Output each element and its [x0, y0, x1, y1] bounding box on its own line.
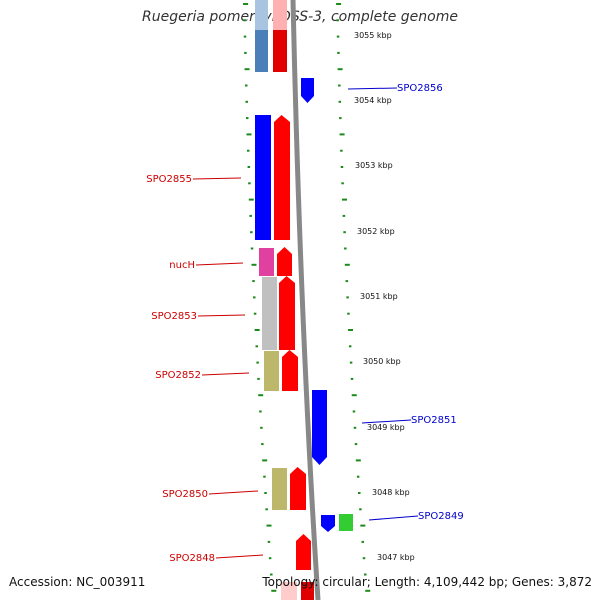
gene-arrow-spo2850[interactable]	[290, 467, 306, 510]
gene-labels: SPO2856 SPO2855 nucH SPO2853 SPO2852 SPO…	[146, 83, 463, 564]
topology-text: Topology: circular; Length: 4,109,442 bp…	[262, 575, 592, 589]
gene-arrow-spo2855[interactable]	[274, 115, 290, 240]
gene-block-spo2852-cds[interactable]	[264, 351, 279, 391]
genome-backbone	[290, 0, 321, 600]
gene-block-spo2855-cds[interactable]	[255, 115, 271, 240]
gene-arrow-nuch[interactable]	[277, 247, 292, 276]
feature-block-top-left-light	[255, 0, 268, 30]
gene-label-spo2856[interactable]: SPO2856	[397, 83, 443, 94]
gene-label-spo2851[interactable]: SPO2851	[411, 415, 457, 426]
feature-block-top-left	[255, 30, 268, 72]
leader-line-spo2848	[215, 554, 264, 559]
accession-text: Accession: NC_003911	[9, 575, 146, 589]
gene-arrow-spo2852[interactable]	[282, 350, 298, 391]
scale-tick-label: 3055 kbp	[354, 31, 392, 40]
leader-line-spo2855	[192, 177, 242, 180]
gene-arrow-spo2851[interactable]	[312, 390, 327, 465]
feature-block-top-right	[273, 30, 287, 72]
scale-labels: 3055 kbp 3054 kbp 3053 kbp 3052 kbp 3051…	[354, 31, 415, 562]
scale-tick-label: 3048 kbp	[372, 488, 410, 497]
scale-tick-label: 3054 kbp	[354, 96, 392, 105]
gene-block-spo2849-cds[interactable]	[339, 514, 353, 531]
gene-arrow-spo2848[interactable]	[296, 534, 311, 570]
leader-line-spo2849	[368, 515, 419, 521]
gene-label-spo2853[interactable]: SPO2853	[151, 311, 197, 322]
gene-label-spo2850[interactable]: SPO2850	[162, 489, 208, 500]
scale-tick-label: 3053 kbp	[355, 161, 393, 170]
gene-label-spo2855[interactable]: SPO2855	[146, 174, 192, 185]
scale-tick-label: 3052 kbp	[357, 227, 395, 236]
left-outline-ticks	[243, 3, 277, 592]
scale-tick-label: 3049 kbp	[367, 423, 405, 432]
gene-label-spo2849[interactable]: SPO2849	[418, 511, 464, 522]
gene-block-spo2853-cds[interactable]	[262, 277, 277, 350]
feature-block-bottom-left	[281, 582, 297, 600]
right-outline-ticks	[336, 3, 371, 592]
leader-line-spo2851	[361, 419, 412, 424]
gene-arrow-spo2853[interactable]	[279, 276, 295, 350]
feature-block-top-right-light	[273, 0, 287, 30]
leader-line-spo2850	[208, 490, 259, 495]
leader-line-nuch	[195, 262, 244, 266]
gene-block-spo2850-cds[interactable]	[272, 468, 287, 510]
scale-tick-label: 3050 kbp	[363, 357, 401, 366]
feature-block-bottom-right	[301, 582, 314, 600]
gene-arrow-spo2849-a[interactable]	[321, 515, 335, 532]
leader-line-spo2852	[201, 372, 250, 376]
genome-title: Ruegeria pomeroyi DSS-3, complete genome	[142, 9, 458, 25]
gene-label-nuch[interactable]: nucH	[169, 260, 195, 271]
gene-arrow-spo2856[interactable]	[301, 78, 314, 103]
gene-label-spo2848[interactable]: SPO2848	[169, 553, 215, 564]
gene-block-nuch-cds[interactable]	[259, 248, 274, 276]
gene-label-spo2852[interactable]: SPO2852	[155, 370, 201, 381]
leader-line-spo2856	[347, 87, 398, 90]
leader-line-spo2853	[197, 314, 246, 317]
scale-tick-label: 3047 kbp	[377, 553, 415, 562]
scale-tick-label: 3051 kbp	[360, 292, 398, 301]
